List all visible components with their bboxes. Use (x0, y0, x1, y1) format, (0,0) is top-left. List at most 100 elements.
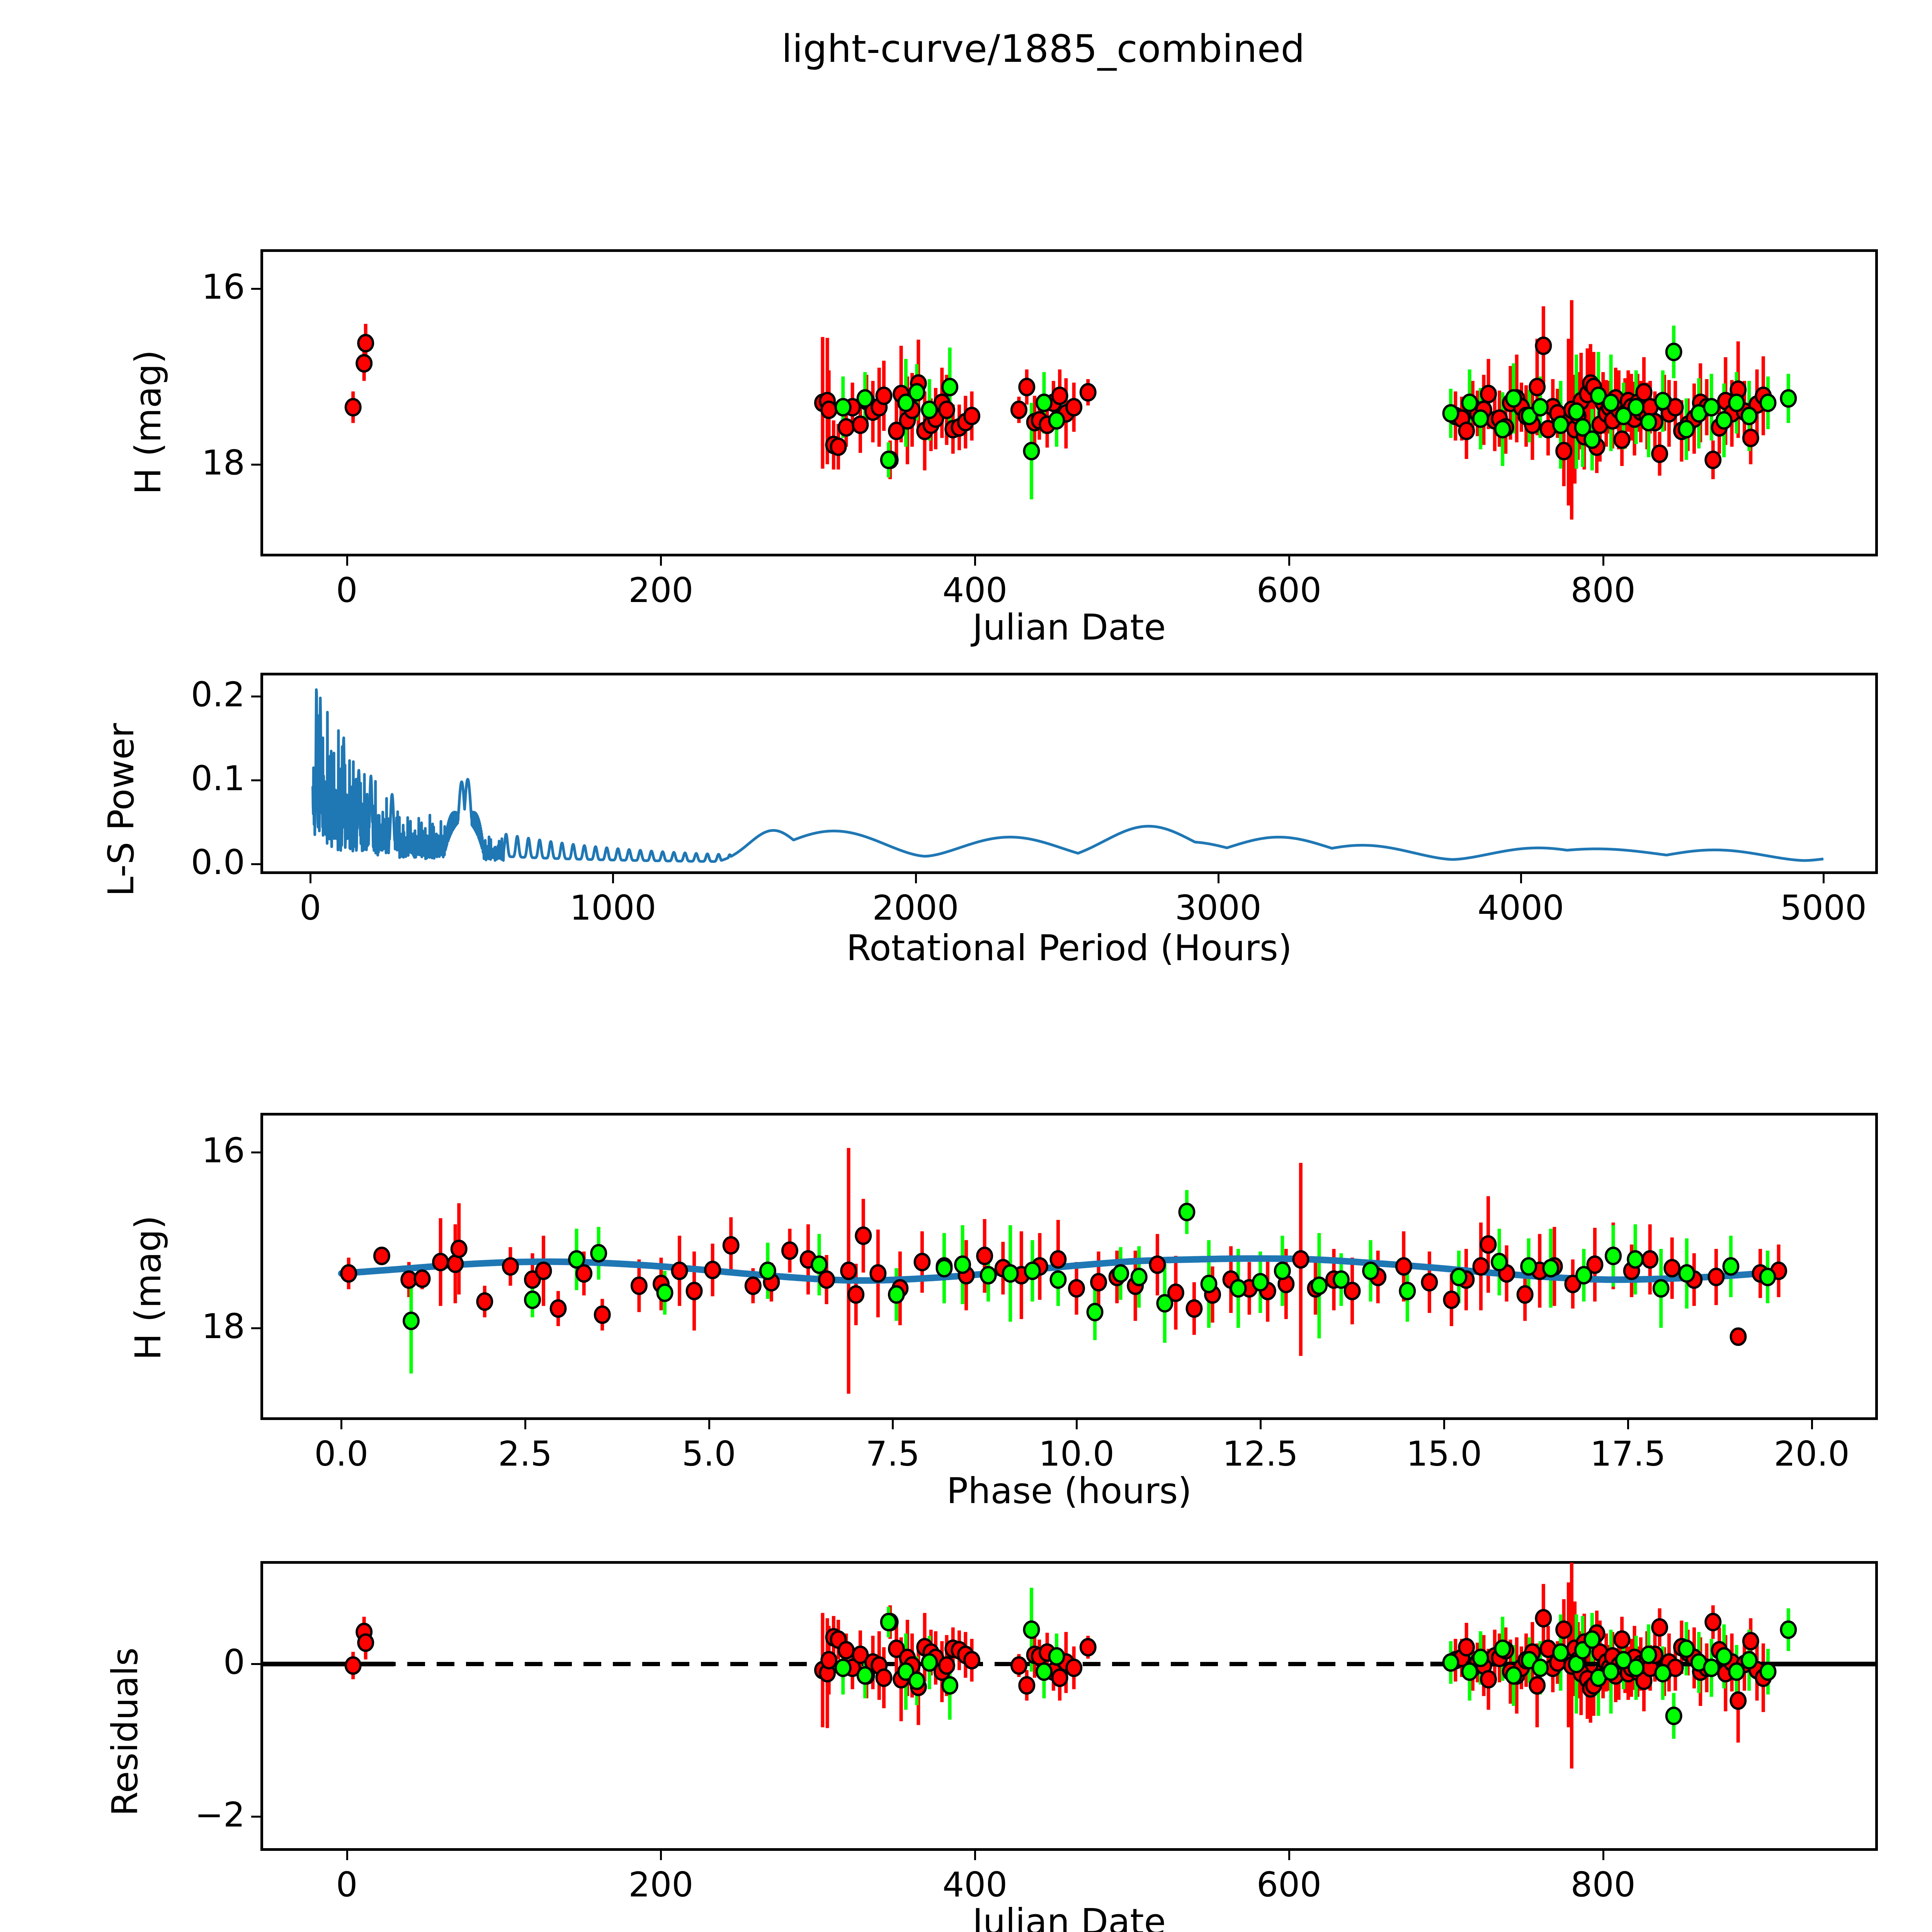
data-point (888, 422, 905, 440)
data-point (880, 1612, 897, 1631)
x-tickmark (1259, 1420, 1262, 1429)
panel-phase-plot (338, 1148, 1787, 1394)
data-point (1421, 1273, 1438, 1292)
y-tick-label: 16 (202, 1131, 245, 1171)
data-point (340, 1264, 357, 1283)
data-point (357, 334, 374, 353)
data-point (1722, 1257, 1740, 1276)
data-point (921, 400, 938, 419)
data-point (1065, 398, 1083, 417)
x-tick-label: 0 (336, 570, 358, 610)
panel-periodogram: L-S Power Rotational Period (Hours) 0 100… (0, 657, 1932, 1094)
data-point (1663, 1259, 1681, 1278)
data-point (1310, 1276, 1328, 1295)
data-point (897, 393, 915, 412)
data-point (1049, 1270, 1067, 1289)
data-point (594, 1305, 611, 1324)
data-point (921, 1653, 938, 1672)
data-point (1678, 420, 1695, 439)
data-point (1535, 1609, 1552, 1628)
data-point (1516, 1285, 1534, 1304)
data-point (908, 1671, 925, 1690)
data-point (1583, 430, 1601, 449)
data-point (840, 1261, 857, 1280)
data-point (1575, 1266, 1592, 1285)
x-tick-label: 10.0 (1039, 1434, 1114, 1474)
data-point (830, 437, 847, 456)
data-point (856, 389, 874, 408)
data-point (963, 1651, 981, 1670)
x-tickmark (892, 1420, 894, 1429)
data-point (852, 415, 869, 434)
data-point (1654, 391, 1672, 410)
y-tickmark (251, 779, 260, 781)
data-point (656, 1283, 673, 1302)
data-point (685, 1282, 703, 1301)
data-point (1458, 1638, 1475, 1657)
data-point (1555, 1620, 1573, 1639)
x-tick-label: 600 (1256, 570, 1321, 610)
data-point (1555, 442, 1573, 461)
data-point (1703, 398, 1720, 417)
data-point (1480, 384, 1497, 403)
y-tickmark (251, 1663, 260, 1665)
data-point (1704, 451, 1722, 469)
data-point (1048, 411, 1065, 430)
data-point (1651, 1618, 1668, 1637)
data-point (875, 386, 893, 405)
data-point (704, 1260, 721, 1279)
data-point (403, 1311, 420, 1330)
data-point (820, 400, 838, 419)
data-point (432, 1253, 449, 1272)
data-point (1759, 393, 1777, 412)
data-point (1715, 411, 1733, 430)
data-point (1708, 1267, 1725, 1286)
data-point (1613, 430, 1631, 449)
x-tick-label: 12.5 (1222, 1434, 1298, 1474)
data-point (1728, 393, 1745, 412)
data-point (1730, 1327, 1747, 1346)
figure-title: light-curve/1885_combined (781, 27, 1305, 71)
data-point (1112, 1264, 1129, 1283)
data-point (1480, 1235, 1497, 1254)
data-point (1065, 1658, 1083, 1677)
data-point (1149, 1255, 1166, 1274)
data-point (1678, 1264, 1696, 1283)
data-point (847, 1285, 865, 1304)
data-point (524, 1270, 541, 1289)
panel-residuals-xlabel: Julian Date (972, 1901, 1166, 1932)
y-tickmark (251, 1816, 260, 1818)
data-point (1051, 1668, 1068, 1687)
data-point (869, 1264, 887, 1283)
data-point (1505, 389, 1522, 408)
data-point (1442, 1653, 1459, 1672)
data-point (1461, 1662, 1478, 1681)
data-point (897, 1662, 915, 1681)
data-point (722, 1236, 740, 1255)
x-tick-label: 0.0 (314, 1434, 369, 1474)
data-point (888, 1285, 905, 1304)
data-point (1450, 1267, 1468, 1286)
panel-phase-xlabel: Phase (hours) (946, 1470, 1192, 1512)
data-point (1035, 393, 1053, 412)
data-point (1532, 398, 1549, 417)
data-point (1574, 418, 1591, 437)
data-point (834, 398, 852, 417)
y-tick-label: 16 (202, 267, 245, 307)
data-point (1759, 1267, 1776, 1286)
data-point (1628, 398, 1645, 417)
panel-periodogram-xlabel: Rotational Period (Hours) (846, 927, 1292, 969)
x-tickmark (1288, 556, 1290, 566)
x-tick-label: 1000 (570, 888, 656, 928)
data-point (1602, 1662, 1620, 1681)
data-point (1583, 1630, 1601, 1649)
data-point (1665, 1706, 1682, 1725)
data-point (1090, 1273, 1107, 1292)
data-point (1167, 1283, 1184, 1302)
x-tick-label: 200 (628, 570, 694, 610)
data-point (1443, 1290, 1460, 1309)
data-point (744, 1276, 762, 1295)
data-point (344, 398, 362, 417)
data-point (1564, 1274, 1582, 1293)
data-point (888, 1639, 905, 1658)
